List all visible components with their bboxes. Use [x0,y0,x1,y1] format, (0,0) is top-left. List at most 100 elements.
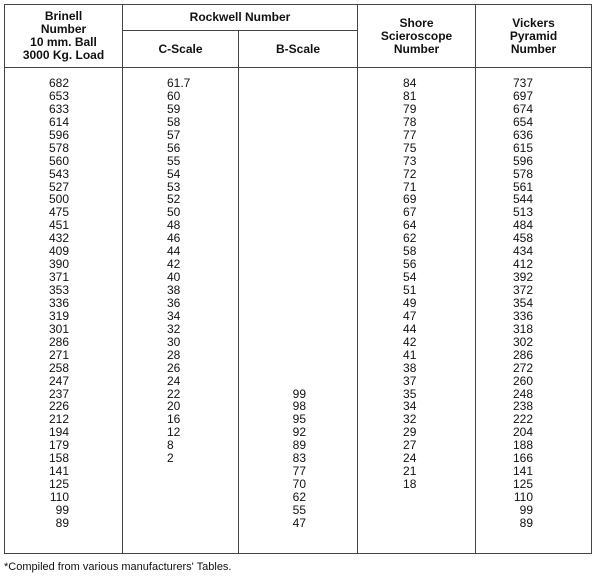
cell: 64 [403,218,417,233]
cell: 247 [48,373,69,388]
cell: 99 [55,502,69,517]
cell [167,491,238,504]
cell: 70 [292,477,307,492]
cell [239,271,306,284]
cell: 62 [403,231,417,246]
cell: 125 [48,477,69,492]
cell: 596 [48,127,69,142]
cell: 22 [167,386,181,401]
cell: 53 [167,179,181,194]
cell: 81 [403,88,417,103]
cell: 271 [48,347,69,362]
cell: 500 [48,192,69,207]
cell: 2 [167,451,174,466]
column-cell: 61.7 60 59 58 57 56 55 54 53 52 50 48 46 44 42 40 38 36 34… [122,67,239,554]
cell: 110 [49,490,69,504]
column-cell: 84 81 79 78 77 75 73 72 71 69 67 64 62 58 56 54 51 49 47 44… [357,67,477,554]
cell: 44 [167,244,181,259]
cell: 55 [292,502,307,517]
cell: 58 [167,114,181,129]
cell: 697 [512,88,534,103]
column: 84 81 79 78 77 75 73 72 71 69 67 64 62 58 56 54 51 49 47 44… [358,68,475,553]
cell [167,504,238,517]
cell: 52 [167,192,181,207]
cell: 194 [48,425,69,440]
cell: 458 [512,231,534,246]
column-cell: 737 697 674 654 636 615 596 578 561 544 513 484 458 4… [475,67,592,554]
cell: 110 [513,490,534,504]
cell: 654 [512,114,534,129]
cell [403,504,475,517]
cell: 475 [48,205,69,220]
cell: 8 [167,438,174,453]
cell: 71 [403,179,417,194]
cell: 179 [48,438,69,453]
cell: 578 [512,166,534,181]
cell: 166 [512,451,534,466]
cell: 29 [403,425,417,440]
footnote: *Compiled from various manufacturers' Ta… [4,561,232,573]
cell: 95 [292,412,307,427]
cell: 212 [48,412,69,427]
cell: 372 [512,283,534,297]
cell: 92 [292,425,307,440]
cell: 89 [292,438,307,453]
cell: 26 [167,360,181,375]
cell: 560 [48,153,69,168]
cell [239,206,306,219]
header-cell: B-Scale [237,30,359,68]
cell [239,129,306,142]
cell: 12 [167,425,181,440]
cell: 89 [55,515,69,530]
cell [239,362,306,375]
body-row: 682 653 633 614 596 578 560 543 527 500 475 451 432 4… [4,67,592,554]
cell: 42 [403,334,417,349]
cell: 36 [167,295,181,310]
cell: 653 [48,88,69,103]
cell [403,491,475,504]
cell [239,155,306,168]
header-cell: Brinell Number 10 mm. Ball 3000 Kg. Load [4,4,123,68]
cell [239,375,306,388]
cell [167,465,238,478]
cell: 32 [403,412,417,427]
cell: 49 [403,295,417,310]
cell: 682 [48,76,69,90]
cell: 47 [403,308,417,323]
cell: 319 [48,308,69,323]
cell: 141 [48,464,69,479]
header-row: Brinell Number 10 mm. Ball 3000 Kg. Load… [4,4,592,68]
cell: 237 [48,386,69,401]
cell: 99 [292,386,307,401]
cell: 543 [48,166,69,181]
column: 61.7 60 59 58 57 56 55 54 53 52 50 48 46 44 42 40 38 36 34… [123,68,238,553]
cell: 674 [512,101,534,116]
cell: 371 [48,270,69,285]
cell: 98 [292,399,307,414]
cell [239,219,306,232]
cell: 578 [48,140,69,155]
cell [239,103,306,116]
cell: 188 [512,438,534,453]
cell: 125 [512,477,534,492]
cell: 390 [48,257,69,272]
cell: 99 [519,502,534,517]
cell [239,245,306,258]
cell: 16 [167,412,181,427]
cell: 84 [403,76,417,90]
cell: 59 [167,101,181,116]
column-cell: 99 98 95 92 89 83 77 70 62 55 47 [237,67,359,554]
cell: 260 [512,373,534,388]
cell: 318 [512,321,534,336]
cell: 56 [403,257,417,272]
cell: 62 [292,490,307,504]
cell [239,168,306,181]
cell: 513 [512,205,534,220]
cell: 204 [512,425,534,440]
header-cell: Shore Scieroscope Number [357,4,477,68]
cell: 67 [403,205,417,220]
cell: 354 [512,295,534,310]
cell: 46 [167,231,181,246]
cell: 24 [167,373,181,388]
